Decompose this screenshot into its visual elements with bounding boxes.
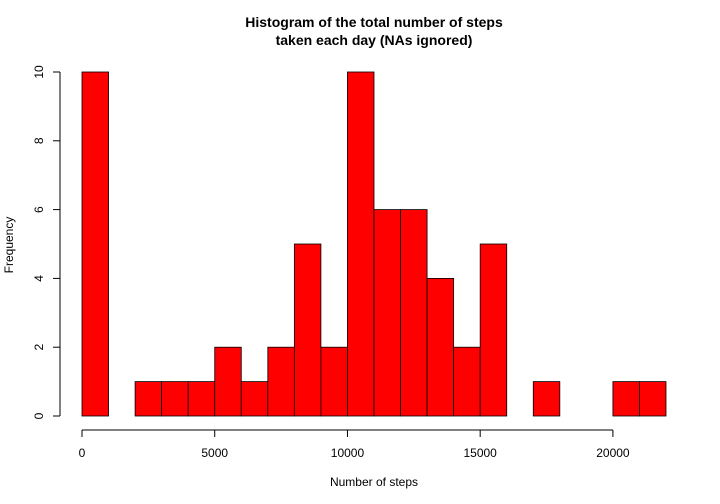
histogram-bar-5 <box>214 346 242 417</box>
histogram-bar-14 <box>453 346 481 417</box>
histogram-bar-4 <box>187 381 216 417</box>
histogram-bar-9 <box>320 346 348 417</box>
y-axis-label: Frequency <box>2 217 16 274</box>
y-tick-label-2: 4 <box>32 275 46 282</box>
histogram-bar-8 <box>293 243 322 417</box>
x-axis-label: Number of steps <box>330 475 418 489</box>
y-axis: 0 2 4 6 8 10 <box>32 65 61 419</box>
histogram-bar-0 <box>81 71 109 417</box>
y-tick-label-3: 6 <box>32 206 46 213</box>
x-axis: 0 5000 10000 15000 20000 <box>79 429 630 460</box>
x-tick-label-2: 10000 <box>331 446 365 460</box>
x-tick-label-3: 15000 <box>463 446 497 460</box>
histogram-bar-10 <box>347 71 375 417</box>
chart-title-line-1: Histogram of the total number of steps <box>245 14 503 30</box>
y-tick-label-4: 8 <box>32 137 46 144</box>
histogram-bar-17 <box>532 381 561 417</box>
histogram-bar-12 <box>400 209 428 417</box>
bars-group <box>81 71 667 417</box>
histogram-bar-11 <box>373 209 401 417</box>
histogram-bar-2 <box>134 381 163 417</box>
histogram-bar-15 <box>479 243 508 417</box>
histogram-bar-13 <box>426 277 455 417</box>
x-tick-label-0: 0 <box>79 446 86 460</box>
histogram-bar-20 <box>612 381 640 417</box>
chart-title-line-2: taken each day (NAs ignored) <box>276 32 473 48</box>
x-tick-label-4: 20000 <box>596 446 630 460</box>
y-tick-label-5: 10 <box>32 65 46 79</box>
histogram-bar-21 <box>639 381 667 417</box>
y-tick-label-0: 0 <box>32 412 46 419</box>
y-tick-label-1: 2 <box>32 344 46 351</box>
x-tick-label-1: 5000 <box>201 446 228 460</box>
histogram-bar-7 <box>267 346 295 417</box>
histogram-bar-6 <box>240 381 269 417</box>
histogram-bar-3 <box>161 381 189 417</box>
